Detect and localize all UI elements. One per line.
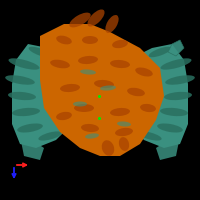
Ellipse shape — [112, 40, 128, 48]
Ellipse shape — [9, 58, 39, 70]
Ellipse shape — [127, 88, 145, 96]
Ellipse shape — [94, 80, 114, 88]
Polygon shape — [156, 136, 180, 160]
Ellipse shape — [69, 13, 91, 27]
Polygon shape — [168, 40, 184, 56]
Ellipse shape — [17, 123, 43, 133]
Ellipse shape — [74, 104, 94, 112]
Polygon shape — [20, 136, 44, 160]
Ellipse shape — [157, 123, 183, 133]
Ellipse shape — [119, 137, 129, 151]
Ellipse shape — [85, 133, 99, 139]
Ellipse shape — [60, 84, 80, 92]
Ellipse shape — [110, 60, 130, 68]
Ellipse shape — [130, 56, 150, 64]
Ellipse shape — [78, 56, 98, 64]
Ellipse shape — [135, 67, 153, 77]
Polygon shape — [12, 44, 84, 148]
Ellipse shape — [102, 140, 114, 156]
Ellipse shape — [117, 121, 131, 127]
Ellipse shape — [149, 47, 171, 57]
Ellipse shape — [12, 108, 40, 116]
Ellipse shape — [54, 73, 74, 79]
Ellipse shape — [165, 75, 195, 85]
Polygon shape — [40, 24, 164, 156]
Ellipse shape — [160, 108, 188, 116]
Ellipse shape — [105, 15, 119, 33]
Ellipse shape — [50, 60, 70, 68]
Ellipse shape — [38, 131, 62, 141]
Ellipse shape — [87, 9, 105, 27]
Polygon shape — [116, 44, 188, 148]
Ellipse shape — [82, 36, 98, 44]
Ellipse shape — [110, 108, 130, 116]
Ellipse shape — [73, 102, 87, 106]
Ellipse shape — [126, 73, 146, 79]
Ellipse shape — [80, 69, 96, 75]
Ellipse shape — [164, 92, 192, 100]
Ellipse shape — [138, 131, 162, 141]
Ellipse shape — [56, 36, 72, 44]
Ellipse shape — [56, 112, 72, 120]
Ellipse shape — [8, 92, 36, 100]
Ellipse shape — [29, 47, 51, 57]
Ellipse shape — [140, 104, 156, 112]
Ellipse shape — [50, 56, 70, 64]
Ellipse shape — [81, 124, 99, 132]
Ellipse shape — [100, 85, 116, 91]
Ellipse shape — [5, 75, 35, 85]
Ellipse shape — [115, 128, 133, 136]
Ellipse shape — [161, 58, 191, 70]
